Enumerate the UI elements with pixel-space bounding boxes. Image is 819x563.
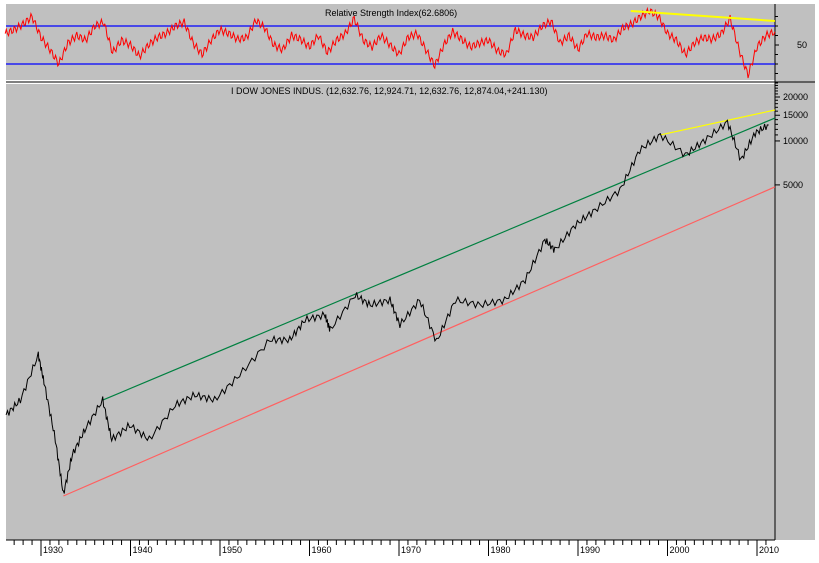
x-tick-label: 2000 xyxy=(670,545,690,555)
rsi-series-line xyxy=(4,6,776,79)
price-trendline-2 xyxy=(660,109,776,136)
x-tick-label: 2010 xyxy=(759,545,779,555)
price-title: I DOW JONES INDUS. (12,632.76, 12,924.71… xyxy=(231,86,547,96)
axes: 50 20000 15000 10000 5000 1930 1940 1950 1960 197… xyxy=(13,16,808,556)
price-panel-background xyxy=(6,84,775,540)
y-axis-background xyxy=(775,4,815,540)
x-tick-label: 1950 xyxy=(222,545,242,555)
price-y-tick-label: 20000 xyxy=(783,92,808,102)
price-y-tick-label: 15000 xyxy=(783,110,808,120)
x-tick-label: 1980 xyxy=(491,545,511,555)
price-plot xyxy=(5,109,776,497)
rsi-panel-background xyxy=(6,4,775,80)
price-y-tick-label: 5000 xyxy=(783,180,803,190)
x-tick-label: 1990 xyxy=(580,545,600,555)
rsi-y-tick-label: 50 xyxy=(797,40,807,50)
price-trendline-0 xyxy=(102,117,776,401)
x-tick-label: 1960 xyxy=(312,545,332,555)
rsi-title: Relative Strength Index(62.6806) xyxy=(325,8,457,18)
rsi-trendline xyxy=(630,9,775,22)
x-tick-label: 1970 xyxy=(401,545,421,555)
price-y-tick-label: 10000 xyxy=(783,136,808,146)
price-trendline-1 xyxy=(63,186,776,497)
rsi-plot xyxy=(4,6,776,79)
price-series-line xyxy=(5,119,769,494)
x-tick-label: 1940 xyxy=(133,545,153,555)
x-tick-label: 1930 xyxy=(43,545,63,555)
